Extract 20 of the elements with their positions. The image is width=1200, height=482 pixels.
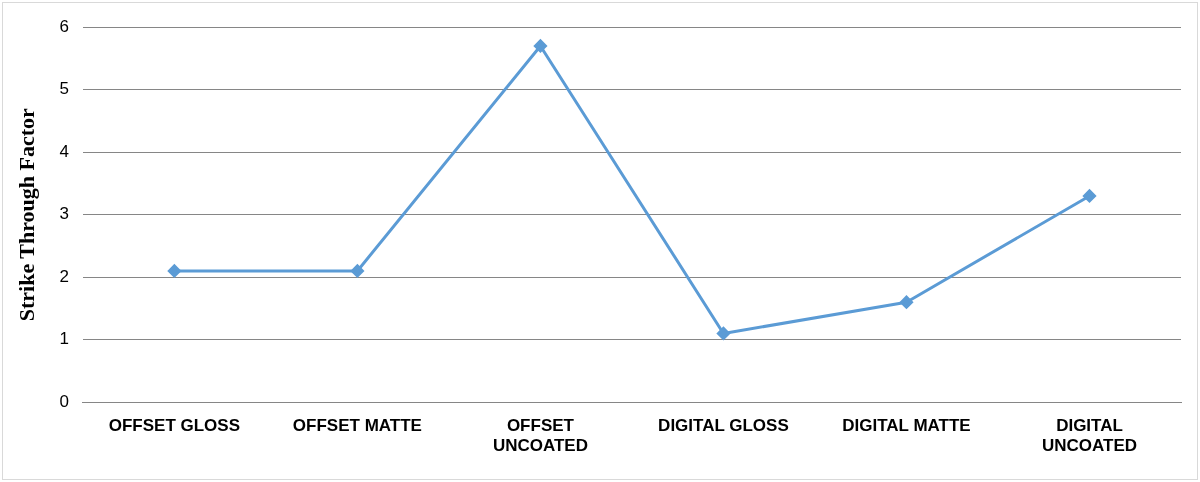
point [899, 295, 913, 309]
y-tick-label: 1 [59, 329, 69, 349]
y-axis-title: Strike Through Factor [13, 107, 39, 322]
x-tick-label: DIGITAL GLOSS [658, 416, 789, 436]
x-tick-label: DIGITAL UNCOATED [1041, 416, 1138, 456]
point [350, 264, 364, 278]
x-tick-label: OFFSET GLOSS [108, 416, 241, 436]
y-tick-label: 3 [59, 204, 69, 224]
point [716, 326, 730, 340]
y-tick-label: 5 [59, 79, 69, 99]
y-tick-label: 2 [59, 266, 69, 286]
x-tick-label: OFFSET UNCOATED [492, 416, 588, 456]
x-tick-label: DIGITAL MATTE [842, 416, 971, 436]
point [533, 39, 547, 53]
x-tick-label: OFFSET MATTE [292, 416, 422, 436]
point [167, 264, 181, 278]
y-tick-label: 6 [59, 16, 69, 36]
y-tick-label: 0 [59, 391, 69, 411]
point [1082, 189, 1096, 203]
y-tick-label: 4 [59, 141, 69, 161]
